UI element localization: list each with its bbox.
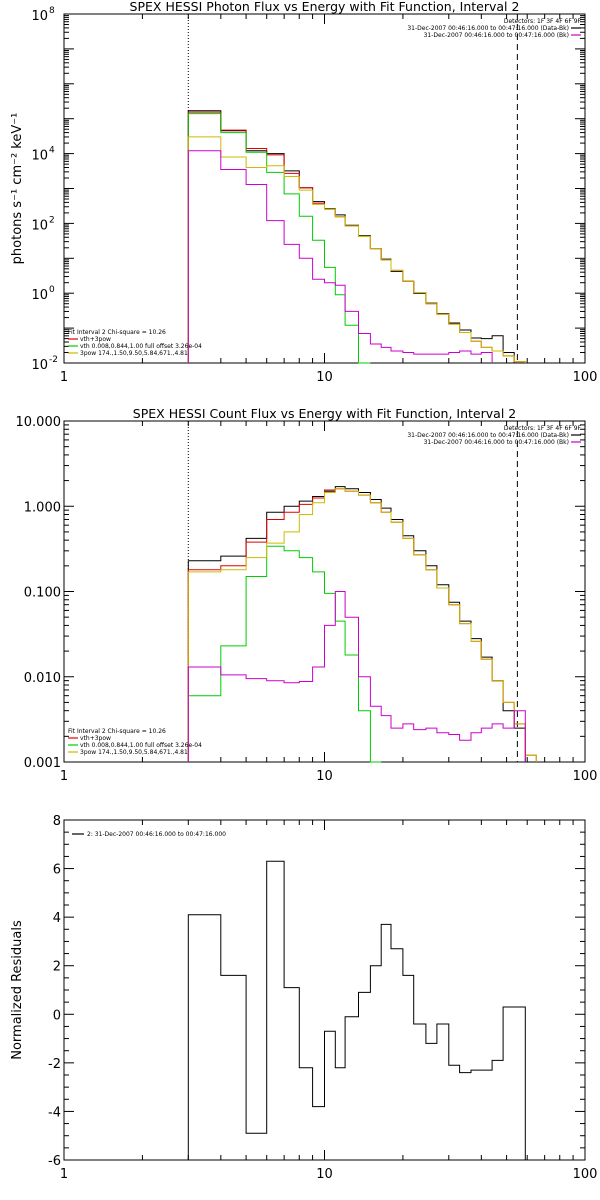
y-tick-label: 10 — [31, 218, 48, 233]
y-tick-label: 10 — [31, 288, 48, 303]
x-tick-label: 100 — [573, 370, 598, 385]
legend-text: 2: 31-Dec-2007 00:46:16.000 to 00:47:16.… — [87, 831, 226, 838]
x-tick-label: 100 — [573, 769, 598, 784]
y-tick-label: 6 — [53, 863, 61, 878]
x-tick-label: 1 — [60, 370, 68, 385]
legend-text: 31-Dec-2007 00:46:16.000 to 00:47:16.000… — [407, 25, 569, 32]
legend-text: vth+3pow — [80, 336, 111, 343]
x-tick-label: 10 — [316, 370, 333, 385]
y-tick-label: 0.010 — [24, 671, 61, 686]
y-tick-label: 1.000 — [24, 500, 61, 515]
chart-title: SPEX HESSI Count Flux vs Energy with Fit… — [133, 406, 516, 421]
y-tick-label: 0 — [53, 1008, 61, 1023]
series-line-2 — [187, 545, 382, 763]
series-line-4 — [187, 150, 493, 363]
y-tick-exponent: 0 — [49, 285, 55, 295]
y-tick-exponent: 4 — [49, 146, 55, 156]
y-tick-label: 0.100 — [24, 586, 61, 601]
legend-text: 31-Dec-2007 00:46:16.000 to 00:47:16.000… — [424, 439, 569, 446]
y-tick-exponent: 2 — [49, 215, 55, 225]
legend-text: 31-Dec-2007 00:46:16.000 to 00:47:16.000… — [407, 432, 569, 439]
y-tick-label: -6 — [48, 1154, 61, 1169]
y-tick-label: 0.001 — [24, 756, 61, 771]
y-tick-exponent: 8 — [49, 6, 55, 16]
y-tick-label: 2 — [53, 960, 61, 975]
y-tick-label: 4 — [53, 911, 61, 926]
legend-text: Detectors: 1F 3F 4F 6F 9F — [504, 18, 582, 25]
y-axis-label: Normalized Residuals — [10, 920, 25, 1060]
y-tick-label: 10.000 — [16, 415, 62, 430]
series-line-4 — [187, 591, 526, 762]
x-tick-label: 1 — [60, 769, 68, 784]
legend-text: vth 0.008,0.844,1.00 full offset 3.26e-0… — [80, 343, 202, 350]
y-tick-label: -2 — [48, 1057, 61, 1072]
legend-text: vth+3pow — [80, 735, 111, 742]
plot-frame — [63, 819, 586, 1161]
legend-text: 31-Dec-2007 00:46:16.000 to 00:47:16.000… — [424, 32, 569, 39]
y-tick-label: 10 — [31, 9, 48, 24]
residuals-panel: Normalized Residuals 1 10 100 -6 -4 -2 0 2 4 6 8 2: … — [10, 814, 597, 1182]
x-tick-label: 100 — [573, 1167, 598, 1182]
series-line-1 — [187, 488, 537, 762]
series-line-0 — [187, 860, 526, 1160]
legend-text: Fit Interval 2 Chi-square = 10.26 — [68, 329, 166, 336]
series-line-0 — [187, 486, 526, 762]
legend-text: Fit Interval 2 Chi-square = 10.26 — [68, 728, 166, 735]
count-flux-panel: SPEX HESSI Count Flux vs Energy with Fit… — [16, 406, 598, 784]
legend-text: 3pow 174.,1.50,9.50,5.84,671.,4.81 — [80, 350, 188, 357]
y-tick-label: -4 — [48, 1105, 61, 1120]
legend-text: vth 0.008,0.844,1.00 full offset 3.26e-0… — [80, 742, 202, 749]
y-tick-label: 10 — [31, 358, 48, 373]
y-tick-label: 8 — [53, 814, 61, 829]
x-tick-label: 10 — [316, 1167, 333, 1182]
y-tick-exponent: -2 — [49, 355, 58, 365]
photon-flux-panel: SPEX HESSI Photon Flux vs Energy with Fi… — [10, 0, 597, 385]
series-line-3 — [187, 488, 537, 762]
x-tick-label: 10 — [316, 769, 333, 784]
y-tick-label: 10 — [31, 149, 48, 164]
y-axis-label: photons s⁻¹ cm⁻² keV⁻¹ — [10, 113, 25, 265]
legend-text: Detectors: 1F 3F 4F 6F 9F — [504, 425, 582, 432]
series-line-3 — [187, 136, 526, 363]
legend-text: 3pow 174.,1.50,9.50,5.84,671.,4.81 — [80, 749, 188, 756]
plot-frame — [63, 13, 586, 364]
chart-title: SPEX HESSI Photon Flux vs Energy with Fi… — [130, 0, 520, 14]
x-tick-label: 1 — [60, 1167, 68, 1182]
